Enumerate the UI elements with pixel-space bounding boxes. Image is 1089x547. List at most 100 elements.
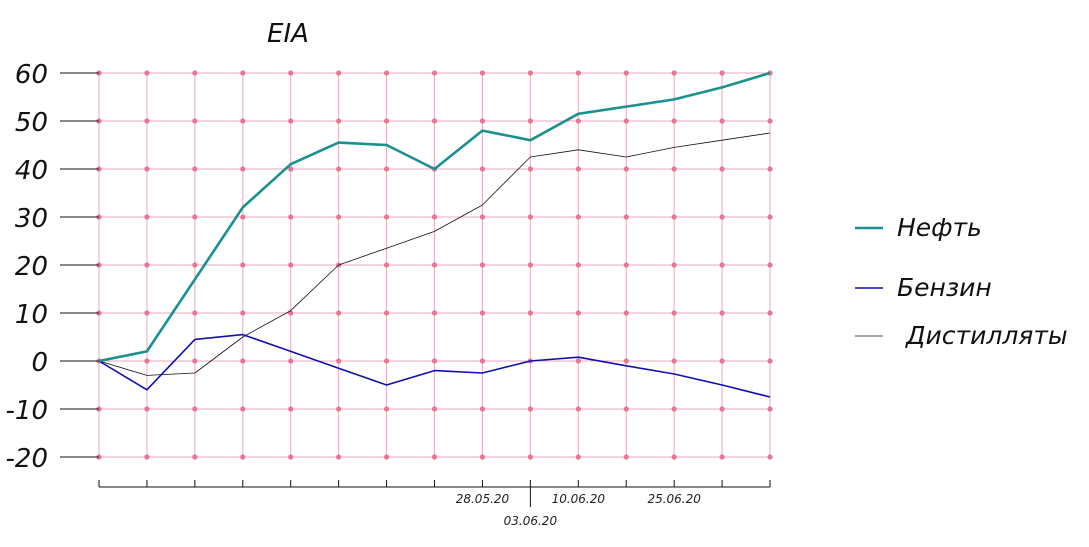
y-tick-label: 0 xyxy=(31,348,48,378)
grid-node xyxy=(479,214,486,220)
grid-node xyxy=(479,262,486,268)
y-tick-label: 10 xyxy=(15,300,48,330)
grid-node xyxy=(144,118,150,124)
x-tick-label: 25.06.20 xyxy=(647,492,701,506)
legend: Нефть Бензин Дистилляты xyxy=(855,213,1068,350)
grid-node xyxy=(719,454,725,460)
grid-node xyxy=(767,454,773,460)
grid-node xyxy=(575,358,581,364)
grid-node xyxy=(288,166,294,172)
grid-node xyxy=(192,262,198,268)
grid-node xyxy=(575,70,581,76)
grid-node xyxy=(671,118,677,124)
grid-node xyxy=(719,262,725,268)
grid-node xyxy=(623,358,629,364)
grid-node xyxy=(719,358,725,364)
grid-node xyxy=(431,454,438,460)
grid-node xyxy=(431,406,438,412)
grid-node xyxy=(144,310,150,316)
grid-node xyxy=(144,262,150,268)
grid xyxy=(96,70,773,460)
grid-node xyxy=(288,358,294,364)
grid-node xyxy=(527,70,533,76)
grid-node xyxy=(192,358,198,364)
grid-node xyxy=(431,214,438,220)
series-line-2 xyxy=(98,333,771,398)
grid-node xyxy=(240,70,246,76)
grid-node xyxy=(192,70,198,76)
grid-node xyxy=(192,166,198,172)
y-tick-label: 40 xyxy=(15,156,48,186)
grid-node xyxy=(144,166,150,172)
y-axis-ticks: -20 -10 0 10 20 30 40 50 60 xyxy=(6,60,99,474)
grid-node xyxy=(144,358,150,364)
x-axis: 28.05.20 03.06.20 10.06.20 25.06.20 xyxy=(98,480,771,528)
grid-node xyxy=(431,118,438,124)
grid-node xyxy=(431,70,438,76)
grid-node xyxy=(575,310,581,316)
legend-label: Бензин xyxy=(897,273,992,302)
grid-node xyxy=(623,406,629,412)
grid-node xyxy=(671,166,677,172)
grid-node xyxy=(719,70,725,76)
grid-node xyxy=(527,406,533,412)
grid-node xyxy=(431,262,438,268)
y-tick-label: -10 xyxy=(6,396,48,426)
grid-node xyxy=(623,70,629,76)
grid-node xyxy=(383,406,390,412)
grid-node xyxy=(575,214,581,220)
y-tick-label: 60 xyxy=(15,60,48,90)
y-tick-label: -20 xyxy=(6,444,48,474)
grid-node xyxy=(479,358,486,364)
grid-node xyxy=(623,214,629,220)
grid-node xyxy=(431,310,438,316)
grid-node xyxy=(240,406,246,412)
grid-node xyxy=(383,166,390,172)
grid-node xyxy=(336,310,342,316)
grid-node xyxy=(240,118,246,124)
grid-node xyxy=(767,118,773,124)
grid-node xyxy=(575,262,581,268)
chart-title: EIA xyxy=(267,19,309,49)
grid-node xyxy=(767,358,773,364)
grid-node xyxy=(192,406,198,412)
grid-node xyxy=(288,118,294,124)
y-tick-label: 20 xyxy=(15,252,48,282)
series-line-1 xyxy=(98,71,771,363)
grid-node xyxy=(671,406,677,412)
grid-node xyxy=(719,166,725,172)
grid-node xyxy=(719,310,725,316)
grid-node xyxy=(671,214,677,220)
grid-node xyxy=(383,214,390,220)
grid-node xyxy=(719,214,725,220)
grid-node xyxy=(288,406,294,412)
grid-node xyxy=(336,70,342,76)
grid-node xyxy=(767,310,773,316)
grid-node xyxy=(192,214,198,220)
grid-node xyxy=(623,118,629,124)
grid-node xyxy=(575,406,581,412)
grid-node xyxy=(192,118,198,124)
grid-node xyxy=(671,262,677,268)
grid-node xyxy=(527,166,533,172)
grid-node xyxy=(383,358,390,364)
grid-node xyxy=(671,310,677,316)
grid-node xyxy=(527,118,533,124)
grid-node xyxy=(336,454,342,460)
legend-label: Нефть xyxy=(897,213,982,242)
grid-node xyxy=(336,358,342,364)
grid-node xyxy=(288,70,294,76)
grid-node xyxy=(336,118,342,124)
grid-node xyxy=(240,262,246,268)
grid-node xyxy=(767,166,773,172)
grid-node xyxy=(240,310,246,316)
grid-node xyxy=(240,214,246,220)
grid-node xyxy=(719,118,725,124)
grid-node xyxy=(479,166,486,172)
grid-node xyxy=(575,118,581,124)
y-tick-label: 50 xyxy=(15,108,48,138)
grid-node xyxy=(767,262,773,268)
grid-node xyxy=(479,406,486,412)
grid-node xyxy=(623,262,629,268)
